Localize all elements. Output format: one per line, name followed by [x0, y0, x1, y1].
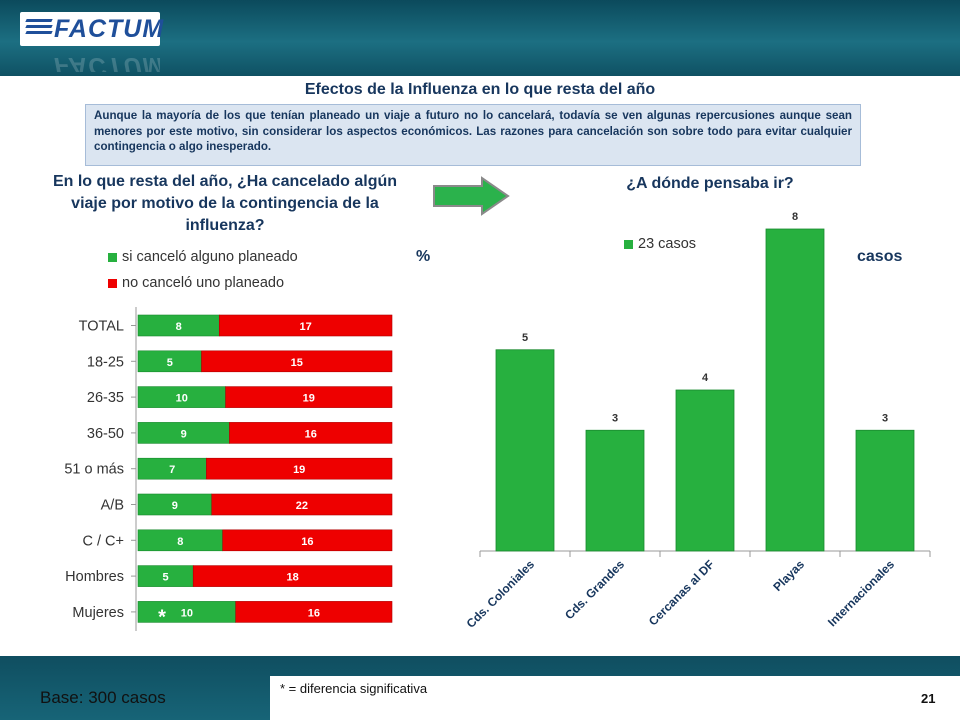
category-label: 36-50	[87, 426, 124, 442]
left-legend: si canceló alguno planeado no canceló un…	[108, 244, 298, 296]
left-question: En lo que resta del año, ¿Ha cancelado a…	[52, 173, 398, 234]
category-label: Mujeres	[72, 605, 124, 621]
arrow-icon	[433, 176, 510, 216]
category-label: Cds. Coloniales	[464, 557, 538, 631]
page-number: 21	[921, 691, 936, 706]
bar-segment-no	[206, 457, 393, 480]
legend-label-no: no canceló uno planeado	[122, 275, 285, 291]
data-label-si: 5	[163, 572, 169, 584]
legend-item-si: si canceló alguno planeado	[108, 244, 298, 270]
data-label: 3	[612, 412, 618, 424]
legend-item-no: no canceló uno planeado	[108, 270, 298, 296]
data-label-si: 10	[181, 607, 193, 619]
logo-lines-icon	[25, 19, 53, 39]
bar	[585, 429, 645, 552]
footer-panel	[270, 676, 960, 720]
data-label: 5	[522, 332, 528, 344]
category-label: 51 o más	[64, 462, 124, 478]
logo-reflection: FACTUM	[20, 48, 160, 72]
legend-swatch-green	[108, 252, 117, 262]
data-label-no: 17	[300, 321, 312, 333]
data-label-no: 16	[308, 607, 320, 619]
base-label: Base: 300 casos	[40, 688, 166, 707]
category-label: Playas	[770, 557, 807, 594]
logo-text: FACTUM	[54, 15, 165, 43]
data-label: 3	[882, 412, 888, 424]
data-label-no: 15	[291, 357, 303, 369]
category-label: C / C+	[83, 533, 125, 549]
right-legend: 23 casos	[624, 236, 696, 252]
right-bar-chart: 5 Cds. Coloniales 3 Cds. Grandes 4 Cercanas a…	[464, 211, 931, 631]
data-label: 4	[702, 372, 709, 384]
data-label-si: 5	[167, 357, 173, 369]
left-stacked-bar-chart: TOTAL 8 17 18-25 5 15 26-35 10 19 36-50 9 16 51 o má…	[64, 307, 393, 631]
casos-label: casos	[857, 248, 903, 265]
bar-segment-no	[218, 314, 393, 337]
bar-segment-no	[235, 601, 393, 623]
bar-segment-no	[222, 529, 393, 552]
data-label-si: 9	[181, 428, 187, 440]
factum-logo: FACTUM	[20, 12, 163, 46]
data-label-no: 19	[303, 393, 315, 405]
data-label-si: 8	[176, 321, 182, 333]
category-label: Cds. Grandes	[562, 557, 627, 622]
category-label: TOTAL	[79, 319, 124, 335]
bar-segment-no	[211, 493, 393, 516]
bar	[495, 349, 555, 552]
legend-label-si: si canceló alguno planeado	[122, 249, 298, 265]
data-label-si: 9	[172, 500, 178, 512]
bar	[765, 228, 825, 552]
data-label-no: 16	[305, 428, 317, 440]
category-label: Internacionales	[825, 557, 897, 629]
header-bar: FACTUM FACTUM	[0, 0, 960, 76]
bar-segment-no	[201, 350, 393, 373]
bar-segment-no	[229, 422, 393, 444]
summary-box: Aunque la mayoría de los que tenían plan…	[85, 104, 861, 166]
legend-swatch-red	[108, 278, 117, 288]
category-label: A/B	[101, 498, 124, 514]
legend-swatch-green	[624, 239, 633, 249]
data-label: 8	[792, 211, 798, 223]
data-label-no: 16	[301, 536, 313, 548]
category-label: 18-25	[87, 354, 124, 370]
category-label: Hombres	[65, 569, 124, 585]
bar	[855, 429, 915, 552]
logo-reflection-text: FACTUM	[54, 52, 160, 72]
footnote: * = diferencia significativa	[280, 681, 428, 696]
category-label: 26-35	[87, 390, 124, 406]
slide-title: Efectos de la Influenza en lo que resta …	[304, 81, 656, 98]
right-question: ¿A dónde pensaba ir?	[626, 175, 794, 192]
category-label: Cercanas al DF	[646, 557, 717, 628]
bar	[675, 389, 735, 552]
data-label-no: 22	[296, 500, 308, 512]
significance-marker: *	[158, 606, 166, 628]
data-label-si: 8	[177, 536, 183, 548]
data-label-si: 7	[169, 464, 175, 476]
bar-segment-no	[225, 386, 393, 408]
legend-label-casos: 23 casos	[638, 236, 697, 252]
data-label-no: 19	[293, 464, 305, 476]
data-label-no: 18	[286, 572, 298, 584]
percent-label: %	[416, 248, 431, 265]
bar-segment-no	[192, 565, 393, 587]
data-label-si: 10	[176, 393, 188, 405]
